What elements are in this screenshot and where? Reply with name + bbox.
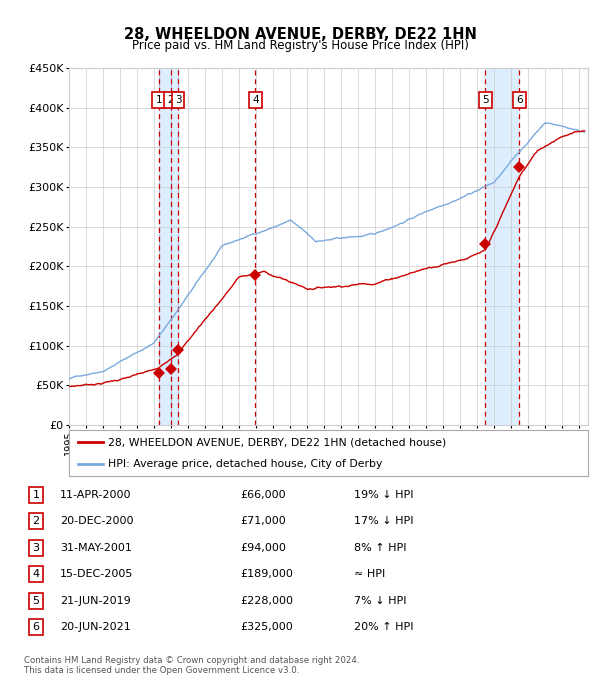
Text: 15-DEC-2005: 15-DEC-2005 [60, 569, 133, 579]
Text: Price paid vs. HM Land Registry's House Price Index (HPI): Price paid vs. HM Land Registry's House … [131, 39, 469, 52]
Text: 20% ↑ HPI: 20% ↑ HPI [354, 622, 413, 632]
Text: 6: 6 [516, 95, 523, 105]
Text: 7% ↓ HPI: 7% ↓ HPI [354, 596, 407, 606]
Bar [485, 68, 520, 425]
Text: £94,000: £94,000 [240, 543, 286, 553]
Text: £66,000: £66,000 [240, 490, 286, 500]
Text: 31-MAY-2001: 31-MAY-2001 [60, 543, 132, 553]
Text: 2: 2 [32, 516, 40, 526]
Text: ≈ HPI: ≈ HPI [354, 569, 385, 579]
Text: 4: 4 [252, 95, 259, 105]
Text: £189,000: £189,000 [240, 569, 293, 579]
Text: 20-JUN-2021: 20-JUN-2021 [60, 622, 131, 632]
Text: 6: 6 [32, 622, 40, 632]
Text: 5: 5 [482, 95, 489, 105]
Text: 3: 3 [32, 543, 40, 553]
Text: 5: 5 [32, 596, 40, 606]
Text: Contains HM Land Registry data © Crown copyright and database right 2024.: Contains HM Land Registry data © Crown c… [24, 656, 359, 665]
Text: 11-APR-2000: 11-APR-2000 [60, 490, 131, 500]
Text: This data is licensed under the Open Government Licence v3.0.: This data is licensed under the Open Gov… [24, 666, 299, 675]
Text: 21-JUN-2019: 21-JUN-2019 [60, 596, 131, 606]
Text: 28, WHEELDON AVENUE, DERBY, DE22 1HN: 28, WHEELDON AVENUE, DERBY, DE22 1HN [124, 27, 476, 42]
Bar [158, 68, 178, 425]
Text: 1: 1 [32, 490, 40, 500]
Text: £325,000: £325,000 [240, 622, 293, 632]
Text: 1: 1 [155, 95, 162, 105]
Text: 28, WHEELDON AVENUE, DERBY, DE22 1HN (detached house): 28, WHEELDON AVENUE, DERBY, DE22 1HN (de… [108, 437, 446, 447]
Text: 8% ↑ HPI: 8% ↑ HPI [354, 543, 407, 553]
Text: HPI: Average price, detached house, City of Derby: HPI: Average price, detached house, City… [108, 460, 382, 469]
Text: 17% ↓ HPI: 17% ↓ HPI [354, 516, 413, 526]
Text: £228,000: £228,000 [240, 596, 293, 606]
Text: 4: 4 [32, 569, 40, 579]
Text: 20-DEC-2000: 20-DEC-2000 [60, 516, 133, 526]
Text: 19% ↓ HPI: 19% ↓ HPI [354, 490, 413, 500]
Text: 2: 2 [167, 95, 174, 105]
Text: £71,000: £71,000 [240, 516, 286, 526]
Text: 3: 3 [175, 95, 181, 105]
